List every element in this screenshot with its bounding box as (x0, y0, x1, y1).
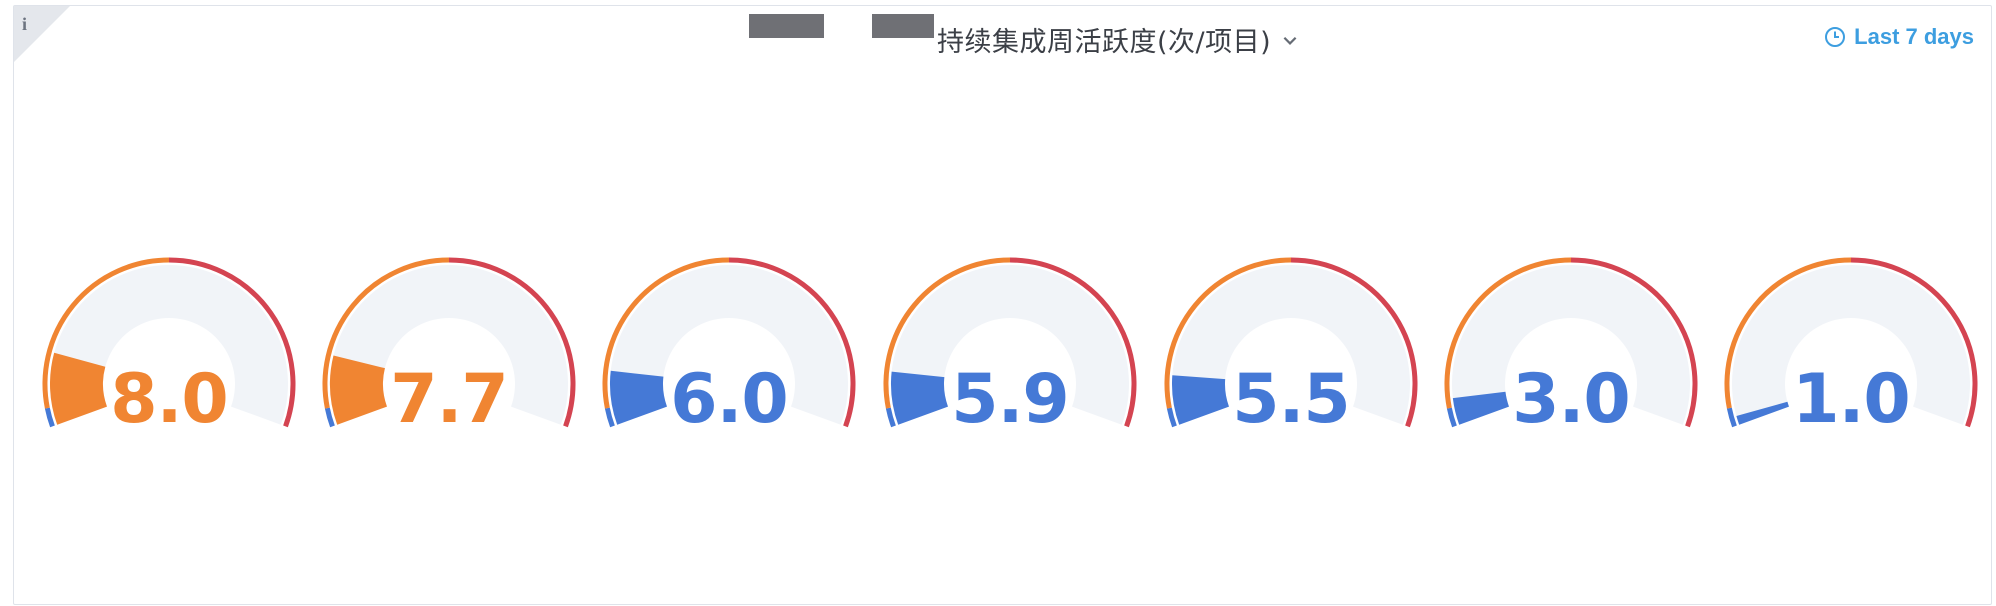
gauge: 5.9 (880, 254, 1140, 444)
gauge: 1.0 (1721, 254, 1981, 444)
gauge-row: 8.0 7.7 6.0 5.9 5.5 3.0 1.0 (14, 6, 1993, 606)
gauge: 6.0 (599, 254, 859, 444)
gauge-value: 5.9 (880, 360, 1140, 439)
gauge: 3.0 (1441, 254, 1701, 444)
gauge-value: 1.0 (1721, 360, 1981, 439)
gauge-value: 7.7 (319, 360, 579, 439)
gauge-value: 3.0 (1441, 360, 1701, 439)
gauge: 8.0 (39, 254, 299, 444)
gauge: 7.7 (319, 254, 579, 444)
gauge-value: 6.0 (599, 360, 859, 439)
gauge-value: 5.5 (1161, 360, 1421, 439)
gauge-panel: i 持续集成周活跃度(次/项目) Last 7 days 8.0 7.7 6.0 5.… (13, 5, 1992, 605)
gauge-value: 8.0 (39, 360, 299, 439)
gauge: 5.5 (1161, 254, 1421, 444)
